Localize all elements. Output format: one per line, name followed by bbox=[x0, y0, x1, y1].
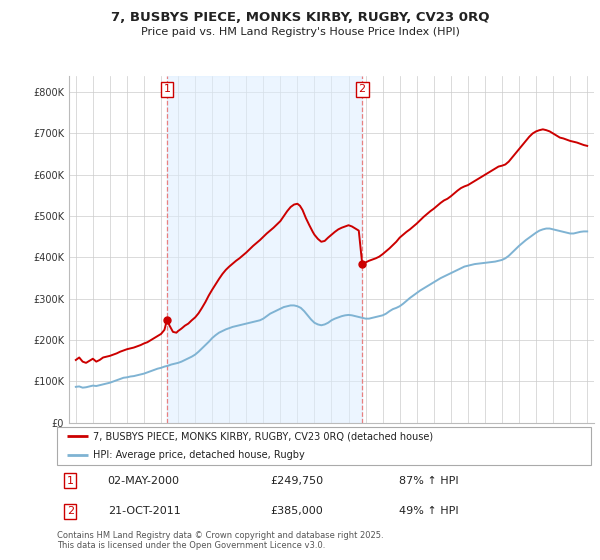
Text: 49% ↑ HPI: 49% ↑ HPI bbox=[399, 506, 458, 516]
Text: 1: 1 bbox=[67, 475, 74, 486]
Text: 2: 2 bbox=[359, 85, 366, 94]
Text: £249,750: £249,750 bbox=[271, 475, 324, 486]
Text: 21-OCT-2011: 21-OCT-2011 bbox=[108, 506, 181, 516]
Text: 7, BUSBYS PIECE, MONKS KIRBY, RUGBY, CV23 0RQ (detached house): 7, BUSBYS PIECE, MONKS KIRBY, RUGBY, CV2… bbox=[94, 431, 433, 441]
Text: 1: 1 bbox=[164, 85, 170, 94]
Text: Contains HM Land Registry data © Crown copyright and database right 2025.
This d: Contains HM Land Registry data © Crown c… bbox=[57, 531, 383, 550]
FancyBboxPatch shape bbox=[57, 427, 591, 465]
Text: £385,000: £385,000 bbox=[271, 506, 323, 516]
Text: 2: 2 bbox=[67, 506, 74, 516]
Text: 7, BUSBYS PIECE, MONKS KIRBY, RUGBY, CV23 0RQ: 7, BUSBYS PIECE, MONKS KIRBY, RUGBY, CV2… bbox=[111, 11, 489, 24]
Text: 87% ↑ HPI: 87% ↑ HPI bbox=[399, 475, 458, 486]
Text: Price paid vs. HM Land Registry's House Price Index (HPI): Price paid vs. HM Land Registry's House … bbox=[140, 27, 460, 37]
Text: 02-MAY-2000: 02-MAY-2000 bbox=[108, 475, 180, 486]
Bar bbox=[167, 76, 362, 423]
Text: HPI: Average price, detached house, Rugby: HPI: Average price, detached house, Rugb… bbox=[94, 450, 305, 460]
